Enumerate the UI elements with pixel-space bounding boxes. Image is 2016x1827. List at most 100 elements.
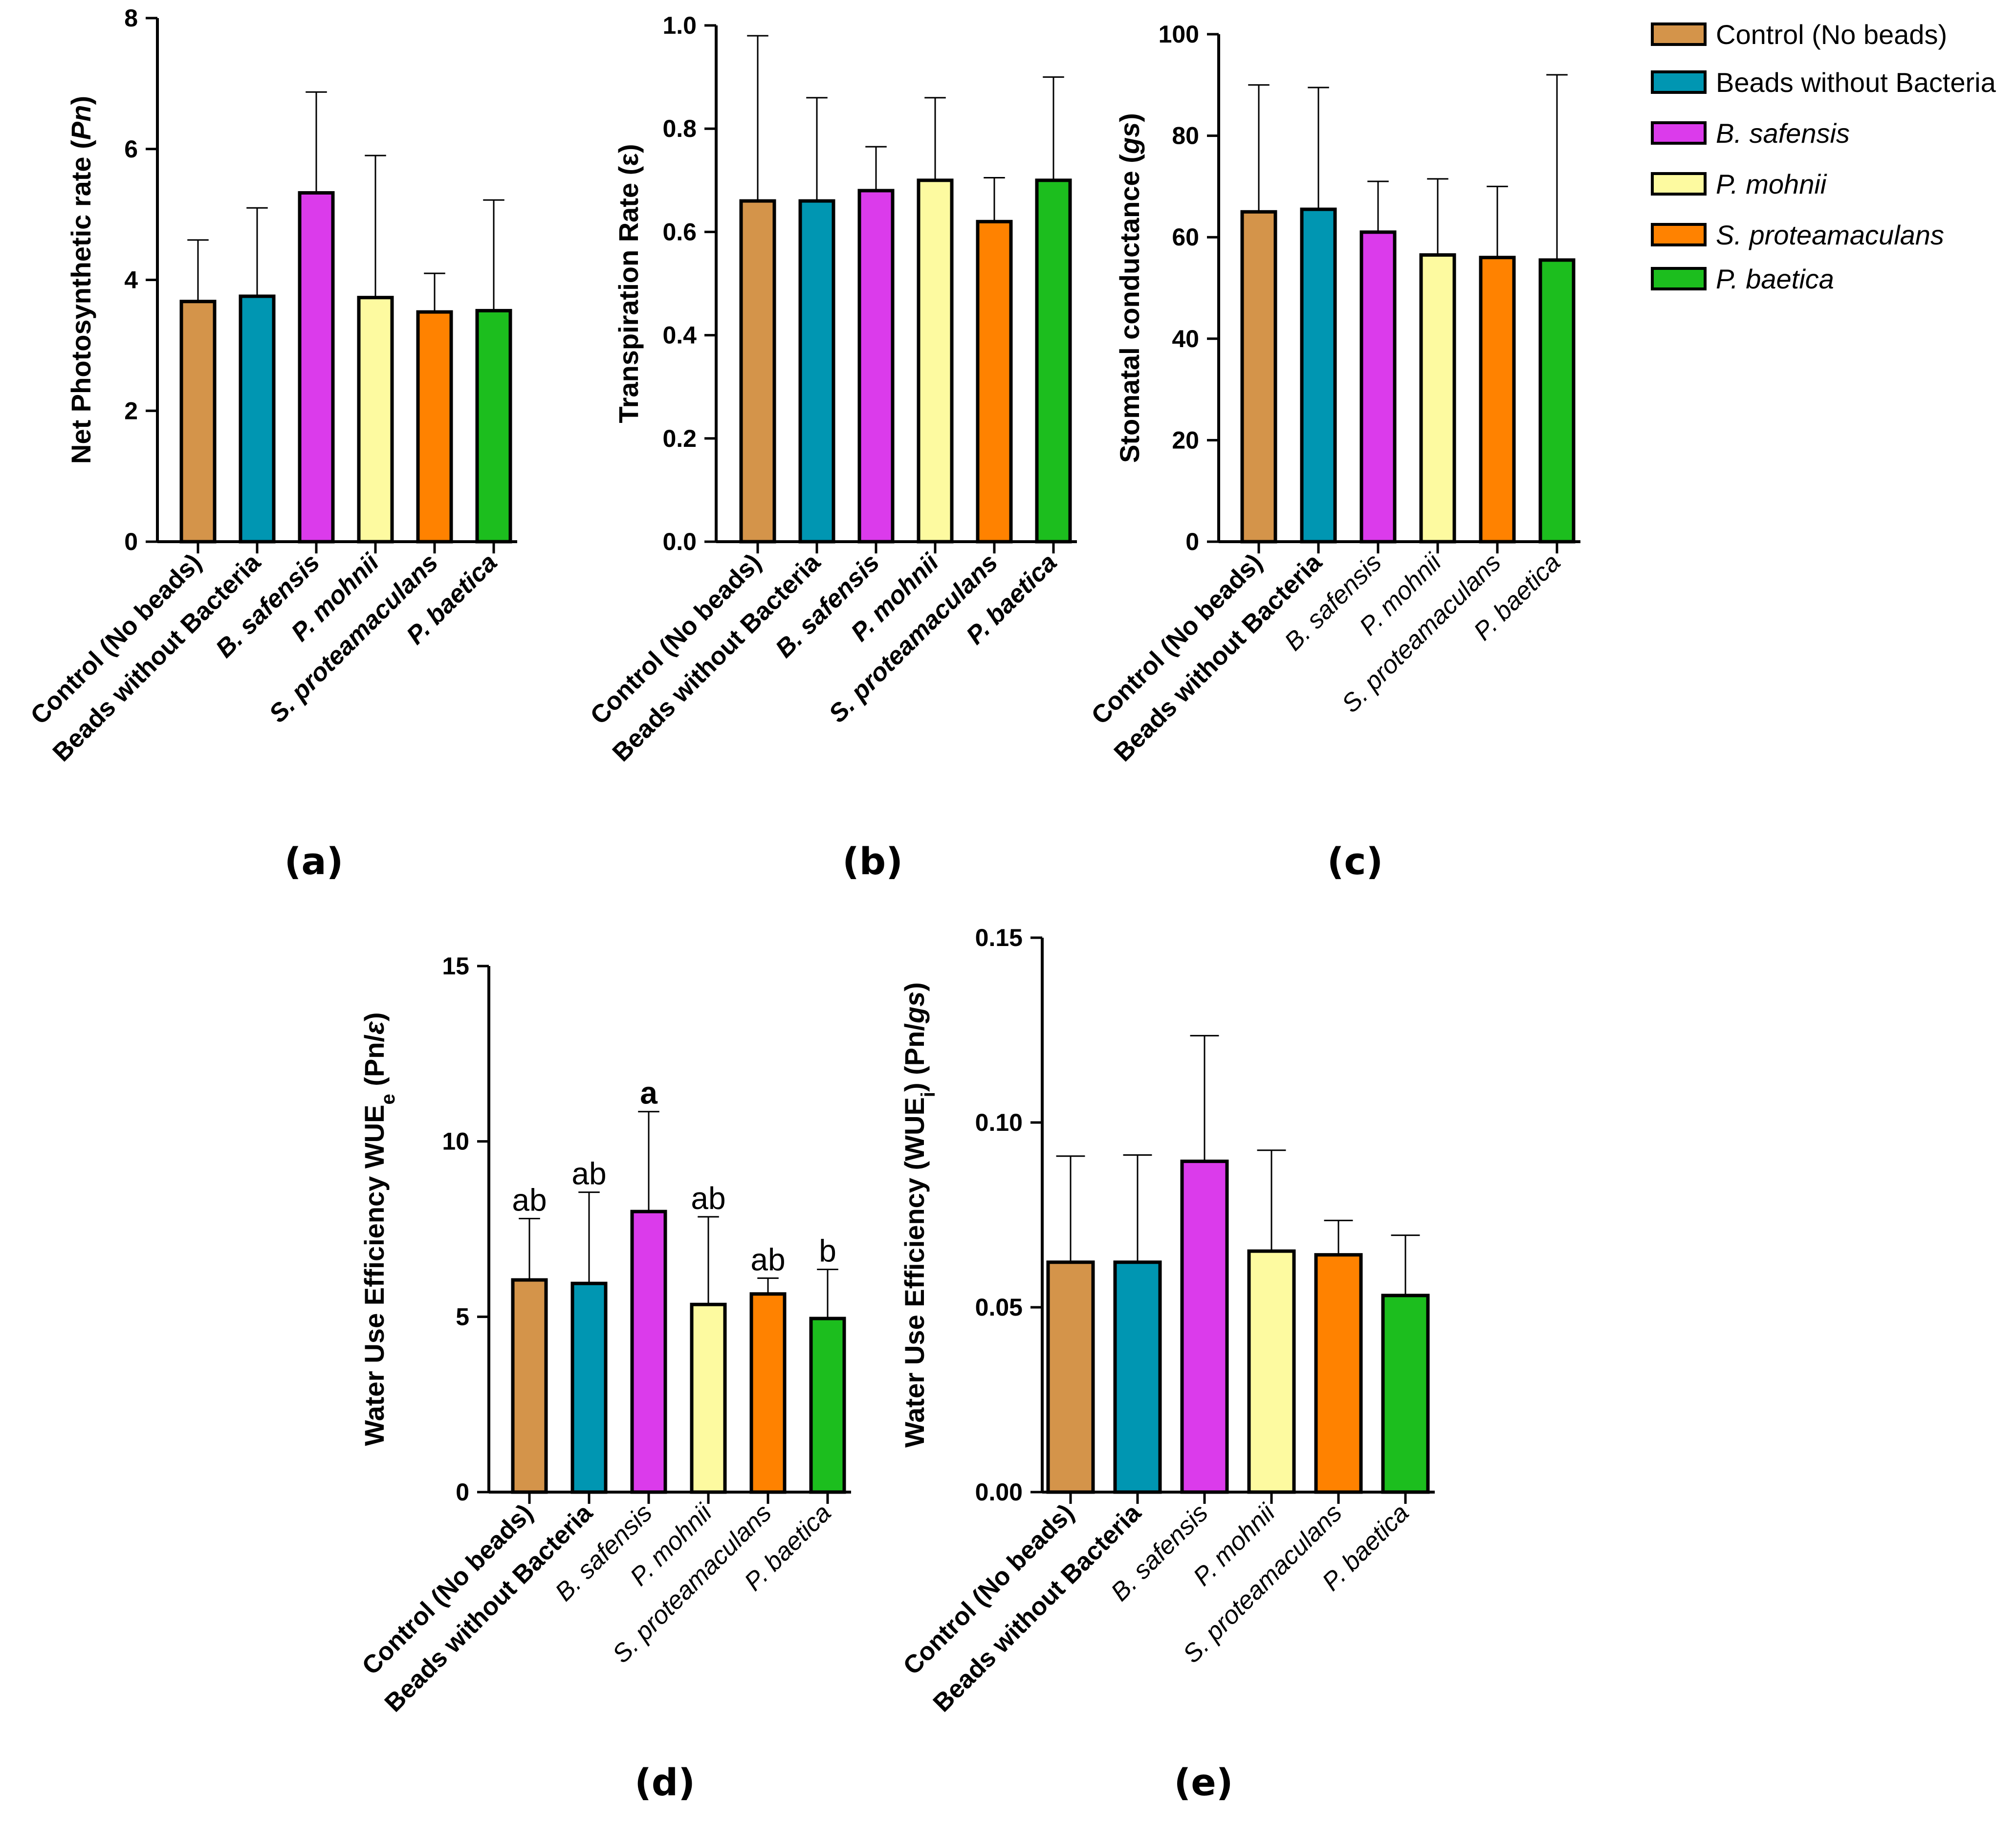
legend-label: Control (No beads) xyxy=(1716,19,1947,50)
significance-letter: ab xyxy=(750,1242,785,1277)
y-tick-label: 1.0 xyxy=(662,12,697,39)
bar-sproteamaculans xyxy=(1479,256,1516,544)
panel-a-chart: Control (No beads)Beads without Bacteria… xyxy=(25,4,517,883)
bar-pbaetica xyxy=(1538,258,1576,544)
y-tick-label: 10 xyxy=(442,1128,469,1155)
bar-control xyxy=(739,199,776,544)
legend-swatch-bsafensis xyxy=(1651,121,1707,145)
y-tick-label: 40 xyxy=(1172,325,1199,352)
y-tick-label: 8 xyxy=(124,4,138,32)
bar-pbaetica xyxy=(809,1317,846,1494)
bar-pmohnii xyxy=(917,178,954,544)
bar-beads xyxy=(1300,207,1337,544)
legend-swatch-sproteamaculans xyxy=(1651,223,1707,246)
panel-label: (d) xyxy=(635,1761,695,1804)
significance-letter: a xyxy=(640,1076,657,1111)
bar-control xyxy=(179,300,217,544)
y-tick-label: 0 xyxy=(456,1478,469,1506)
y-axis-title-part: (Pn/ xyxy=(359,1034,390,1094)
y-axis-title-part: Transpiration Rate (ε) xyxy=(613,144,644,423)
y-tick-label: 20 xyxy=(1172,426,1199,454)
y-axis-title-part: e xyxy=(377,1094,399,1104)
panel-c-chart: Control (No beads)Beads without Bacteria… xyxy=(1086,21,1580,883)
bar-pbaetica xyxy=(1035,178,1072,544)
y-tick-label: 6 xyxy=(124,135,138,163)
bar-beads xyxy=(1113,1260,1162,1494)
bar-pbaetica xyxy=(1381,1294,1430,1494)
bar-sproteamaculans xyxy=(749,1292,787,1494)
significance-letter: ab xyxy=(571,1156,606,1191)
y-axis-title-part: gs xyxy=(1114,122,1145,154)
bar-sproteamaculans xyxy=(976,220,1013,544)
y-axis-title: Stomatal conductance (gs) xyxy=(1114,113,1145,463)
legend-label: S. proteamaculans xyxy=(1716,220,1944,250)
y-axis-title: Net Photosynthetic rate (Pn) xyxy=(66,96,96,464)
y-tick-label: 4 xyxy=(124,266,138,294)
y-tick-label: 15 xyxy=(442,952,469,980)
y-tick-label: 0.8 xyxy=(662,115,697,142)
y-axis-title-part: ) xyxy=(359,1012,390,1021)
y-axis-title: Water Use Efficiency WUEe (Pn/ε) xyxy=(359,1012,399,1446)
y-axis-title-part: Net Photosynthetic rate ( xyxy=(66,140,96,464)
y-axis-title-part: Stomatal conductance ( xyxy=(1114,154,1145,463)
legend-swatch-pmohnii xyxy=(1651,172,1707,196)
y-tick-label: 0.2 xyxy=(662,425,697,452)
panel-label: (b) xyxy=(842,839,903,883)
bar-bsafensis xyxy=(298,191,335,544)
y-tick-label: 5 xyxy=(456,1303,469,1330)
bar-beads xyxy=(798,199,835,544)
y-axis-title-part: ε xyxy=(359,1021,390,1035)
y-tick-label: 2 xyxy=(124,397,138,424)
legend-label: B. safensis xyxy=(1716,118,1850,149)
y-tick-label: 0.6 xyxy=(662,218,697,245)
legend: Control (No beads) Beads without Bacteria… xyxy=(1651,19,1996,294)
legend-swatch-control xyxy=(1651,22,1707,46)
y-axis-title-part: Pn xyxy=(66,105,96,140)
bar-control xyxy=(1046,1260,1095,1494)
bar-beads xyxy=(239,294,276,544)
y-axis-title-part: gs xyxy=(899,991,930,1024)
y-tick-label: 0.15 xyxy=(975,924,1023,951)
y-axis-title-part: Water Use Efficiency WUE xyxy=(359,1104,390,1446)
bar-bsafensis xyxy=(1359,230,1397,544)
bar-beads xyxy=(570,1281,608,1494)
panel-b-chart: Control (No beads)Beads without Bacteria… xyxy=(585,12,1077,883)
bar-pmohnii xyxy=(357,296,394,544)
y-axis-title-part: ) xyxy=(899,982,930,991)
bar-pbaetica xyxy=(475,308,512,544)
y-tick-label: 0.00 xyxy=(975,1478,1023,1506)
bar-control xyxy=(1240,210,1277,544)
y-axis-title-part: ) (Pn/ xyxy=(899,1023,930,1092)
bar-sproteamaculans xyxy=(1314,1253,1363,1494)
y-axis-title-part: ) xyxy=(66,96,96,105)
panel-label: (a) xyxy=(285,839,344,883)
significance-letter: ab xyxy=(691,1181,725,1216)
bar-bsafensis xyxy=(630,1210,667,1494)
y-tick-label: 0 xyxy=(124,528,138,555)
significance-letter: b xyxy=(819,1233,836,1268)
panel-e-chart: Control (No beads)Beads without Bacteria… xyxy=(898,924,1435,1804)
legend-swatch-pbaetica xyxy=(1651,267,1707,290)
bar-pmohnii xyxy=(690,1302,727,1494)
bar-control xyxy=(511,1278,548,1494)
y-axis-title-part: Water Use Efficiency (WUE xyxy=(899,1097,930,1448)
y-tick-label: 0.05 xyxy=(975,1294,1023,1321)
significance-letter: ab xyxy=(512,1182,547,1217)
panel-label: (e) xyxy=(1174,1761,1233,1804)
y-axis-title: Water Use Efficiency (WUEi) (Pn/gs) xyxy=(899,982,939,1448)
y-tick-label: 0.4 xyxy=(662,322,697,349)
panel-label: (c) xyxy=(1327,839,1383,883)
legend-swatch-beads xyxy=(1651,70,1707,94)
y-tick-label: 80 xyxy=(1172,122,1199,150)
bar-bsafensis xyxy=(1180,1159,1229,1494)
legend-label: Beads without Bacteria xyxy=(1716,67,1996,98)
y-tick-label: 0.0 xyxy=(662,528,697,555)
y-axis-title: Transpiration Rate (ε) xyxy=(613,144,644,423)
bar-pmohnii xyxy=(1247,1249,1296,1494)
y-tick-label: 100 xyxy=(1159,21,1199,48)
y-axis-title-part: i xyxy=(918,1092,939,1097)
bar-bsafensis xyxy=(857,189,895,544)
